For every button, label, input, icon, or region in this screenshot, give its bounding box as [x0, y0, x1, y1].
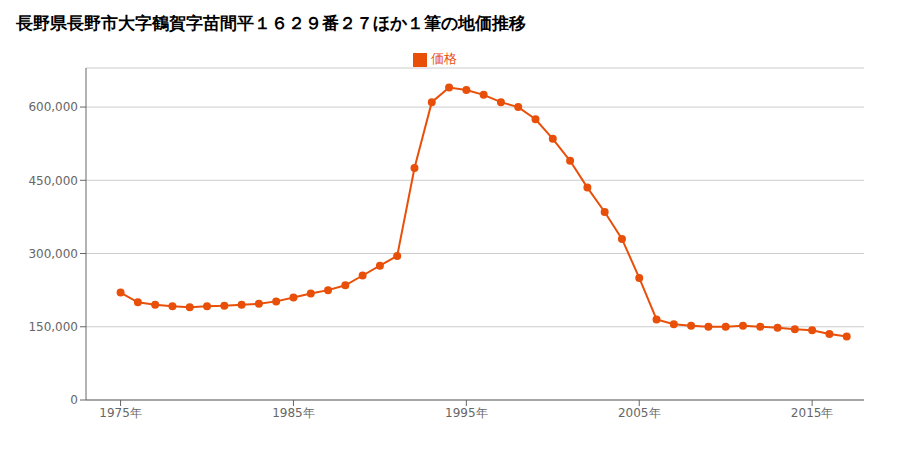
html-text:長野県長野市大字鶴賀字苗間平１６２９番２７ほか１筆の地価推移: 長野県長野市大字鶴賀字苗間平１６２９番２７ほか１筆の地価推移 — [16, 13, 526, 33]
svg-text:2015年: 2015年 — [791, 406, 834, 420]
svg-text:600,000: 600,000 — [28, 100, 78, 114]
svg-text:0: 0 — [70, 393, 78, 407]
svg-text:1985年: 1985年 — [272, 406, 315, 420]
svg-text:2005年: 2005年 — [618, 406, 661, 420]
svg-text:1975年: 1975年 — [99, 406, 142, 420]
svg-text:450,000: 450,000 — [28, 174, 78, 188]
html-text:価格: 価格 — [431, 51, 457, 66]
svg-text:150,000: 150,000 — [28, 320, 78, 334]
svg-text:300,000: 300,000 — [28, 247, 78, 261]
svg-text:1995年: 1995年 — [445, 406, 488, 420]
